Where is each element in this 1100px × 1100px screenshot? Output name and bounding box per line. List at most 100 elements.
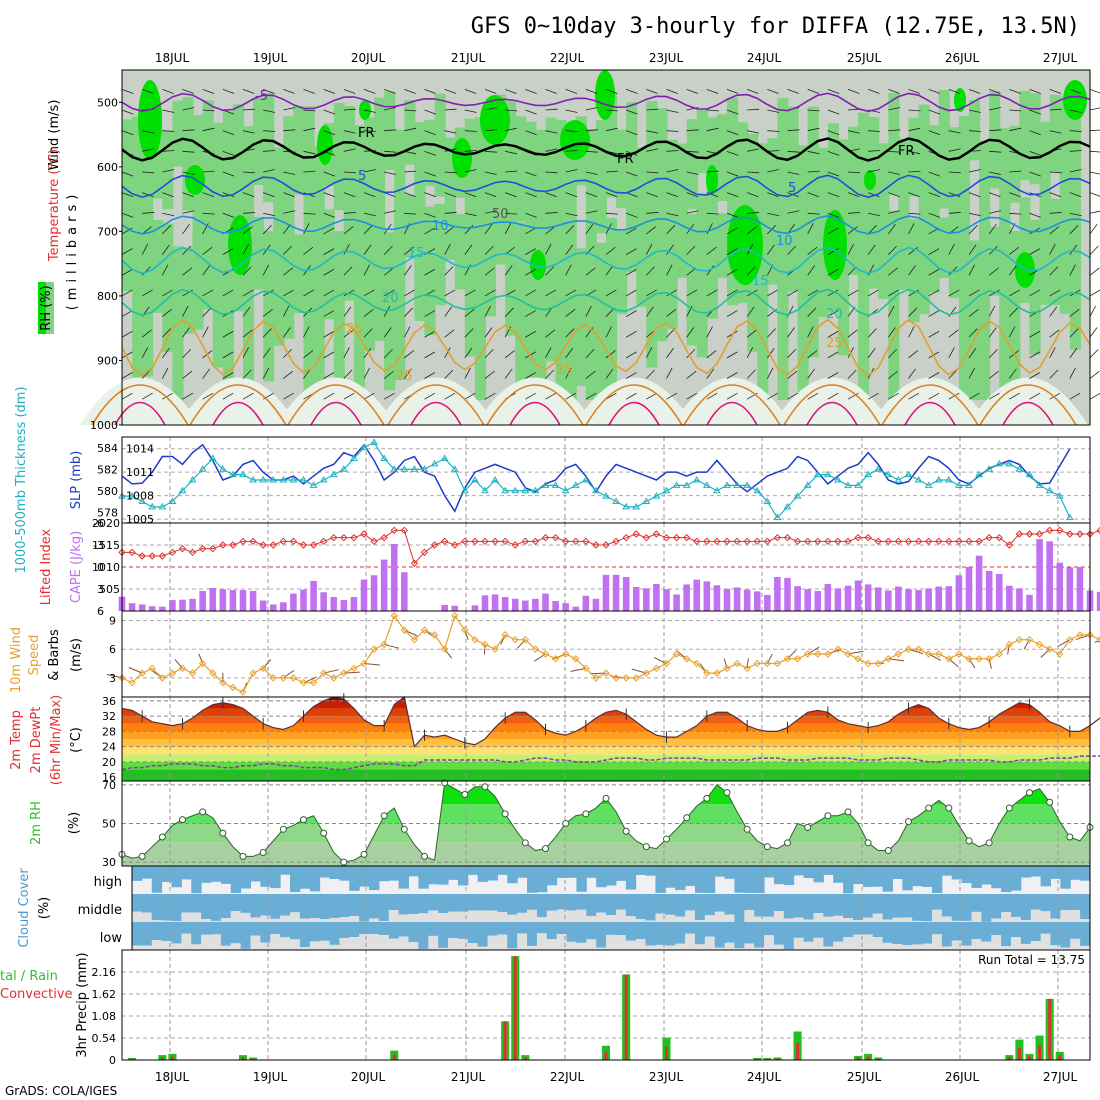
cloud-middle-bar bbox=[694, 894, 706, 921]
cloud-gap bbox=[487, 935, 498, 950]
cloud-level-low: low bbox=[100, 931, 123, 946]
rh-marker bbox=[683, 814, 691, 822]
rh-band-70 bbox=[908, 117, 920, 197]
thickness-marker bbox=[148, 502, 157, 510]
cloud-middle-bar bbox=[457, 894, 469, 912]
li-marker bbox=[693, 537, 701, 546]
wind-barb bbox=[222, 372, 234, 379]
wind-barb bbox=[504, 307, 514, 317]
cloud-middle-bar bbox=[220, 894, 232, 919]
cloud-gap bbox=[971, 939, 982, 950]
contour-label: 20 bbox=[826, 307, 843, 322]
wind-barb bbox=[807, 223, 814, 235]
cloud-middle-bar bbox=[497, 894, 508, 913]
li-marker bbox=[632, 530, 640, 538]
contour-label: 25 bbox=[396, 369, 413, 384]
wind-barb bbox=[424, 150, 436, 156]
thickness-tick: 578 bbox=[97, 506, 118, 519]
wind-barb bbox=[908, 289, 920, 297]
wind-barb bbox=[1049, 347, 1056, 359]
wind-barb bbox=[989, 210, 1001, 214]
wind-barb bbox=[263, 169, 275, 173]
wind-barb bbox=[726, 392, 738, 400]
cape-bar bbox=[159, 606, 166, 611]
cloud-gap bbox=[872, 913, 884, 922]
rh-marker bbox=[461, 791, 469, 799]
cape-bar bbox=[612, 574, 620, 611]
cloud-high-bar bbox=[171, 866, 182, 888]
cloud-gap bbox=[280, 915, 291, 922]
precip-axis-label: 3hr Precip (mm) bbox=[75, 952, 90, 1057]
rh-band-70 bbox=[384, 232, 396, 391]
cloud-middle-bar bbox=[991, 894, 1002, 919]
cloud-low-bar bbox=[1001, 922, 1012, 947]
wind-barb bbox=[787, 289, 799, 297]
rh-band-70 bbox=[898, 222, 910, 290]
wind-barb bbox=[545, 130, 558, 134]
wind-barb bbox=[1089, 107, 1100, 111]
rh-band-70 bbox=[646, 101, 658, 240]
li-marker bbox=[682, 533, 691, 542]
cape-bar bbox=[965, 567, 973, 611]
cloud-gap bbox=[171, 943, 182, 950]
rh-band-70 bbox=[283, 217, 295, 339]
cloud-gap bbox=[922, 921, 933, 922]
cloud-gap bbox=[240, 948, 252, 950]
cloud-middle-bar bbox=[951, 894, 963, 921]
cloud-high-bar bbox=[270, 866, 281, 889]
wind-barb bbox=[142, 148, 154, 152]
wind-barb bbox=[484, 305, 491, 317]
cloud-gap bbox=[1070, 910, 1081, 922]
rh-band-70 bbox=[646, 203, 658, 368]
cloud-gap bbox=[299, 947, 311, 950]
wind-speed-marker bbox=[572, 655, 580, 663]
cloud-gap bbox=[201, 934, 212, 950]
wind-barb bbox=[121, 351, 133, 359]
wind-barb bbox=[262, 289, 274, 297]
cloud-gap bbox=[418, 913, 429, 922]
wind-speed-marker bbox=[148, 664, 156, 673]
li-marker bbox=[309, 541, 318, 549]
wind-barb bbox=[686, 392, 698, 400]
rh-marker bbox=[784, 839, 791, 847]
day-label-top: 18JUL bbox=[155, 51, 190, 65]
cloud-low-bar bbox=[833, 922, 844, 942]
dewpoint-line bbox=[121, 755, 1100, 771]
wind-barb bbox=[363, 109, 376, 113]
wind-barb bbox=[303, 350, 314, 359]
cape-bar bbox=[592, 598, 600, 611]
precip-conv-bar bbox=[523, 1057, 527, 1060]
rh-band-70 bbox=[716, 114, 728, 202]
cloud-middle-bar bbox=[912, 894, 923, 921]
thickness-marker bbox=[208, 454, 217, 461]
wind-barb bbox=[545, 392, 557, 400]
wind-barb bbox=[424, 192, 436, 198]
wind-barb bbox=[222, 392, 234, 400]
cloud-high-bar bbox=[339, 866, 350, 881]
cloud-high-bar bbox=[309, 866, 321, 892]
cloud-high-bar bbox=[635, 866, 647, 875]
cloud-gap bbox=[1020, 920, 1032, 922]
cloud-middle-bar bbox=[487, 894, 498, 911]
cloud-gap bbox=[349, 937, 360, 950]
wind-barb bbox=[1029, 212, 1041, 218]
wind-barb bbox=[867, 244, 876, 255]
cloud-low-bar bbox=[171, 922, 182, 944]
wind-barb bbox=[827, 351, 839, 359]
wind-barb bbox=[888, 224, 896, 235]
rh-band-70 bbox=[485, 206, 497, 317]
cloud-gap bbox=[191, 944, 202, 950]
cloud-gap bbox=[250, 935, 261, 950]
rh-band-70 bbox=[434, 203, 446, 306]
cloud-middle-bar bbox=[448, 894, 459, 912]
cloud-gap bbox=[704, 936, 716, 950]
cloud-high-bar bbox=[803, 866, 814, 879]
wind-barb bbox=[161, 367, 169, 379]
contour-label: FR bbox=[358, 126, 375, 141]
wind-barb bbox=[767, 347, 775, 359]
cloud-low-bar bbox=[250, 922, 261, 936]
contour-label: FR bbox=[898, 144, 915, 159]
precip-conv-bar bbox=[856, 1057, 860, 1060]
cloud-high-bar bbox=[645, 866, 656, 876]
